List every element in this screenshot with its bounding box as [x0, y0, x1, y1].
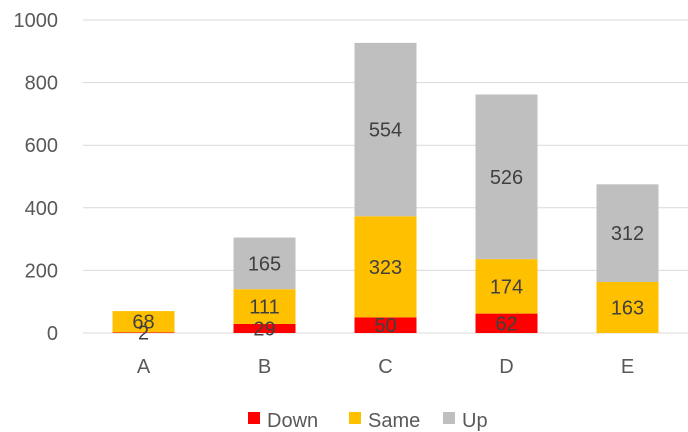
y-axis: 0 200 400 600 800 1000 — [14, 10, 59, 345]
data-label: 111 — [249, 297, 279, 319]
y-tick-label: 200 — [25, 260, 58, 282]
bar-down-c — [354, 317, 417, 333]
x-axis: A B C D E — [137, 356, 634, 378]
legend-swatch-down — [248, 412, 260, 424]
data-label: 62 — [495, 313, 517, 335]
x-tick-label: E — [621, 356, 634, 378]
y-tick-label: 600 — [25, 135, 58, 157]
x-tick-label: C — [378, 356, 392, 378]
bar-up-b — [233, 237, 296, 290]
bar-down-b — [233, 323, 296, 333]
y-tick-label: 800 — [25, 73, 58, 95]
data-label: 526 — [490, 167, 523, 189]
bar-down-d — [475, 313, 538, 333]
x-tick-label: B — [258, 356, 271, 378]
y-tick-label: 400 — [25, 198, 58, 220]
y-tick-label: 0 — [47, 323, 58, 345]
legend-label-up: Up — [462, 410, 488, 432]
legend-label-down: Down — [267, 410, 318, 432]
legend: Down Same Up — [248, 410, 488, 432]
legend-swatch-same — [349, 412, 361, 424]
bars — [112, 42, 659, 333]
bar-same-b — [233, 289, 296, 324]
bar-up-c — [354, 42, 417, 217]
data-label: 50 — [374, 315, 396, 337]
data-label: 2 — [138, 323, 149, 345]
bar-same-c — [354, 216, 417, 318]
data-label: 29 — [253, 318, 275, 340]
bar-same-d — [475, 259, 538, 314]
data-label: 174 — [490, 276, 523, 298]
x-tick-label: D — [499, 356, 513, 378]
bar-up-d — [475, 94, 538, 260]
data-label: 68 — [132, 312, 154, 334]
data-label: 554 — [369, 120, 402, 142]
bar-down-a — [112, 332, 175, 333]
data-label: 165 — [248, 253, 281, 275]
bar-same-e — [596, 281, 659, 333]
x-tick-label: A — [137, 356, 151, 378]
data-label: 312 — [611, 223, 644, 245]
data-label: 323 — [369, 257, 402, 279]
bar-up-e — [596, 184, 659, 282]
y-tick-label: 1000 — [14, 10, 59, 32]
legend-swatch-up — [443, 412, 455, 424]
data-label: 163 — [611, 297, 644, 319]
legend-label-same: Same — [368, 410, 420, 432]
bar-same-a — [112, 311, 175, 333]
